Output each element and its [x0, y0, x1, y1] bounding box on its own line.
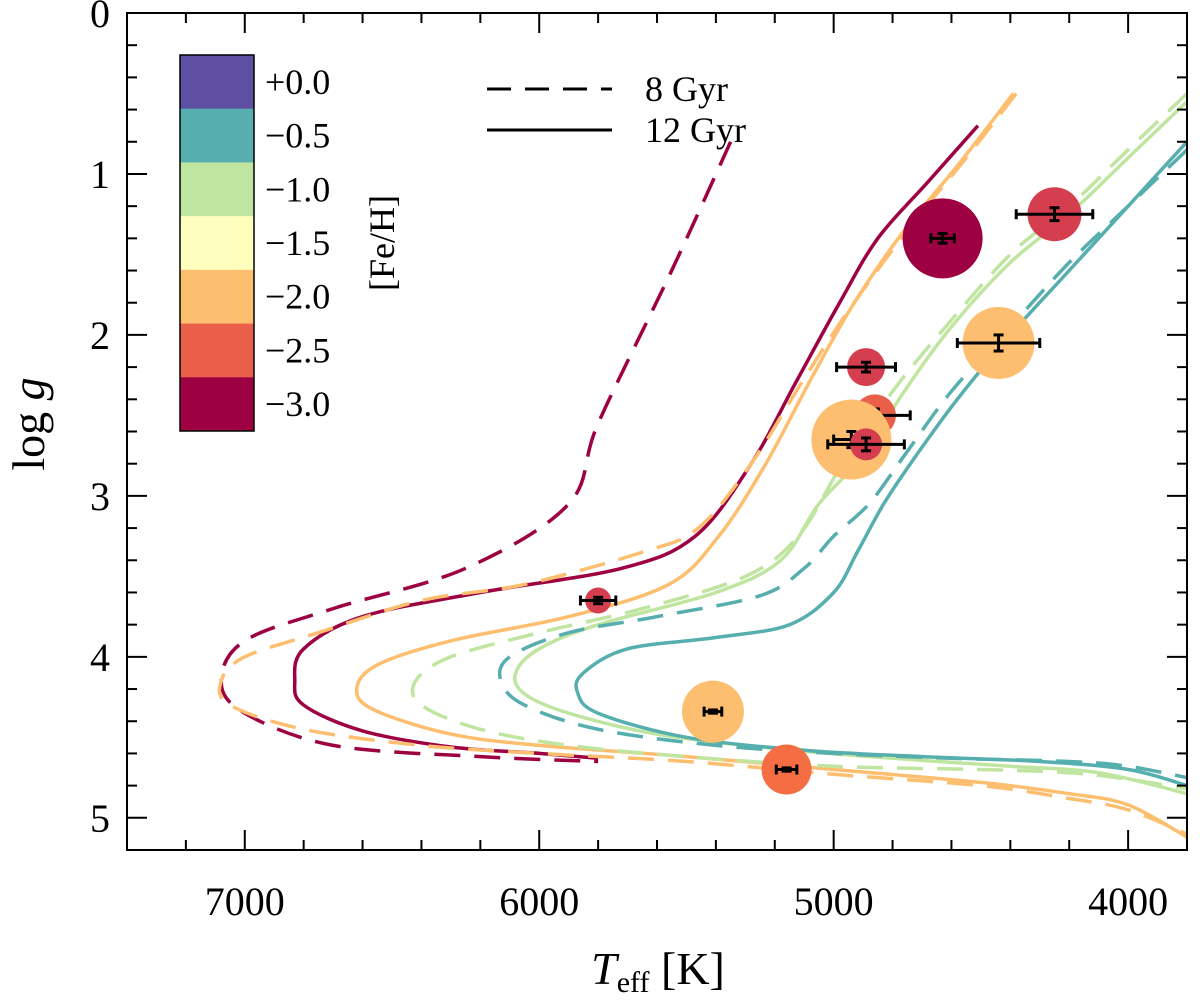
- x-axis-title-sub: eff: [617, 966, 650, 999]
- legend-label-8gyr: 8 Gyr: [645, 69, 728, 109]
- colorbar-label-3: −1.5: [265, 223, 330, 263]
- x-tick-label-3: 4000: [1088, 879, 1168, 924]
- y-tick-label-3: 3: [90, 474, 110, 519]
- isochrone-2: [217, 92, 1187, 836]
- x-axis-title: Teff [K]: [591, 943, 725, 999]
- isochrone-0: [219, 141, 733, 764]
- colorbar-swatch-1: [180, 108, 254, 163]
- isochrone-4: [410, 92, 1187, 791]
- star-markers: [578, 187, 1095, 795]
- colorbar-label-0: +0.0: [265, 62, 330, 102]
- y-axis-title-italic: g: [3, 377, 54, 400]
- colorbar-label-1: −0.5: [265, 116, 330, 156]
- y-tick-label-0: 0: [90, 0, 110, 36]
- colorbar-swatch-3: [180, 216, 254, 271]
- legend: 8 Gyr 12 Gyr: [487, 69, 746, 150]
- colorbar-frame: [179, 54, 255, 432]
- colorbar-swatch-0: [180, 55, 254, 110]
- colorbar-title: [Fe/H]: [362, 195, 402, 291]
- colorbar-label-5: −2.5: [265, 330, 330, 370]
- y-tick-label-2: 2: [90, 313, 110, 358]
- x-tick-label-1: 6000: [499, 879, 579, 924]
- y-tick-label-1: 1: [90, 152, 110, 197]
- y-tick-label-5: 5: [90, 796, 110, 841]
- x-tick-label-0: 7000: [205, 879, 285, 924]
- x-tick-label-2: 5000: [794, 879, 874, 924]
- colorbar-label-4: −2.0: [265, 277, 330, 317]
- colorbar-swatch-2: [180, 162, 254, 217]
- x-axis-title-space: [650, 943, 662, 994]
- colorbar-swatch-6: [180, 377, 254, 432]
- axes: 7000 6000 5000 4000 0 1 2 3 4 5: [90, 0, 1188, 924]
- colorbar: +0.0 −0.5 −1.0 −1.5 −2.0 −2.5 −3.0: [179, 54, 330, 432]
- colorbar-label-2: −1.0: [265, 169, 330, 209]
- isochrone-6: [497, 148, 1187, 780]
- y-axis-title: log g: [3, 377, 54, 470]
- x-axis-title-unit: [K]: [661, 943, 725, 994]
- y-axis-title-main: log: [3, 400, 54, 470]
- x-axis-title-main: T: [591, 943, 620, 994]
- colorbar-swatch-5: [180, 323, 254, 378]
- y-tick-label-4: 4: [90, 635, 110, 680]
- colorbar-swatch-4: [180, 269, 254, 325]
- isochrone-3: [354, 92, 1187, 839]
- legend-label-12gyr: 12 Gyr: [645, 110, 746, 150]
- colorbar-label-6: −3.0: [265, 384, 330, 424]
